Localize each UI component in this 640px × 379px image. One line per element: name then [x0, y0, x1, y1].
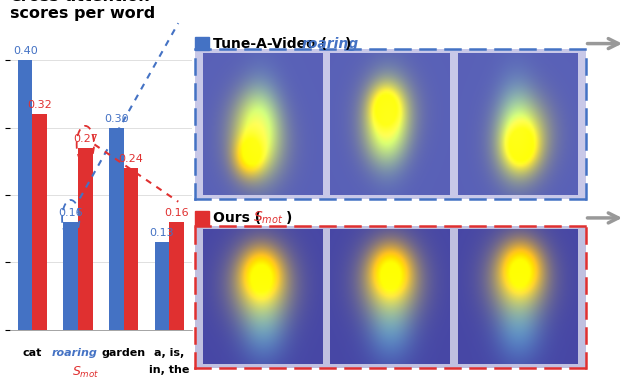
- Text: 0.30: 0.30: [104, 114, 129, 124]
- Bar: [78, 148, 93, 330]
- Text: ): ): [286, 211, 292, 225]
- Text: $S_{mot}$: $S_{mot}$: [72, 365, 100, 379]
- Bar: [154, 242, 169, 330]
- Text: Ours (: Ours (: [213, 211, 261, 225]
- Text: 0.24: 0.24: [118, 154, 143, 164]
- Text: $S_{mot}$: $S_{mot}$: [253, 210, 283, 226]
- Text: 0.40: 0.40: [13, 46, 38, 56]
- Bar: [124, 168, 138, 330]
- Text: a, is,: a, is,: [154, 348, 184, 358]
- Text: 0.16: 0.16: [58, 208, 83, 218]
- Text: Tune-A-Video (: Tune-A-Video (: [213, 37, 327, 50]
- Text: garden: garden: [102, 348, 146, 358]
- Text: 0.27: 0.27: [73, 134, 98, 144]
- Text: ): ): [345, 37, 351, 50]
- Text: cat: cat: [23, 348, 42, 358]
- Text: Cross-attention
scores per word: Cross-attention scores per word: [10, 0, 155, 21]
- Text: 0.16: 0.16: [164, 208, 189, 218]
- Bar: [33, 114, 47, 330]
- Bar: [18, 60, 33, 330]
- Bar: [169, 222, 184, 330]
- Text: in, the: in, the: [149, 365, 189, 374]
- Text: 0.13: 0.13: [150, 228, 174, 238]
- Text: 0.32: 0.32: [28, 100, 52, 110]
- Bar: [109, 128, 124, 330]
- Text: roaring: roaring: [51, 348, 97, 358]
- Text: roaring: roaring: [301, 37, 358, 50]
- Bar: [63, 222, 78, 330]
